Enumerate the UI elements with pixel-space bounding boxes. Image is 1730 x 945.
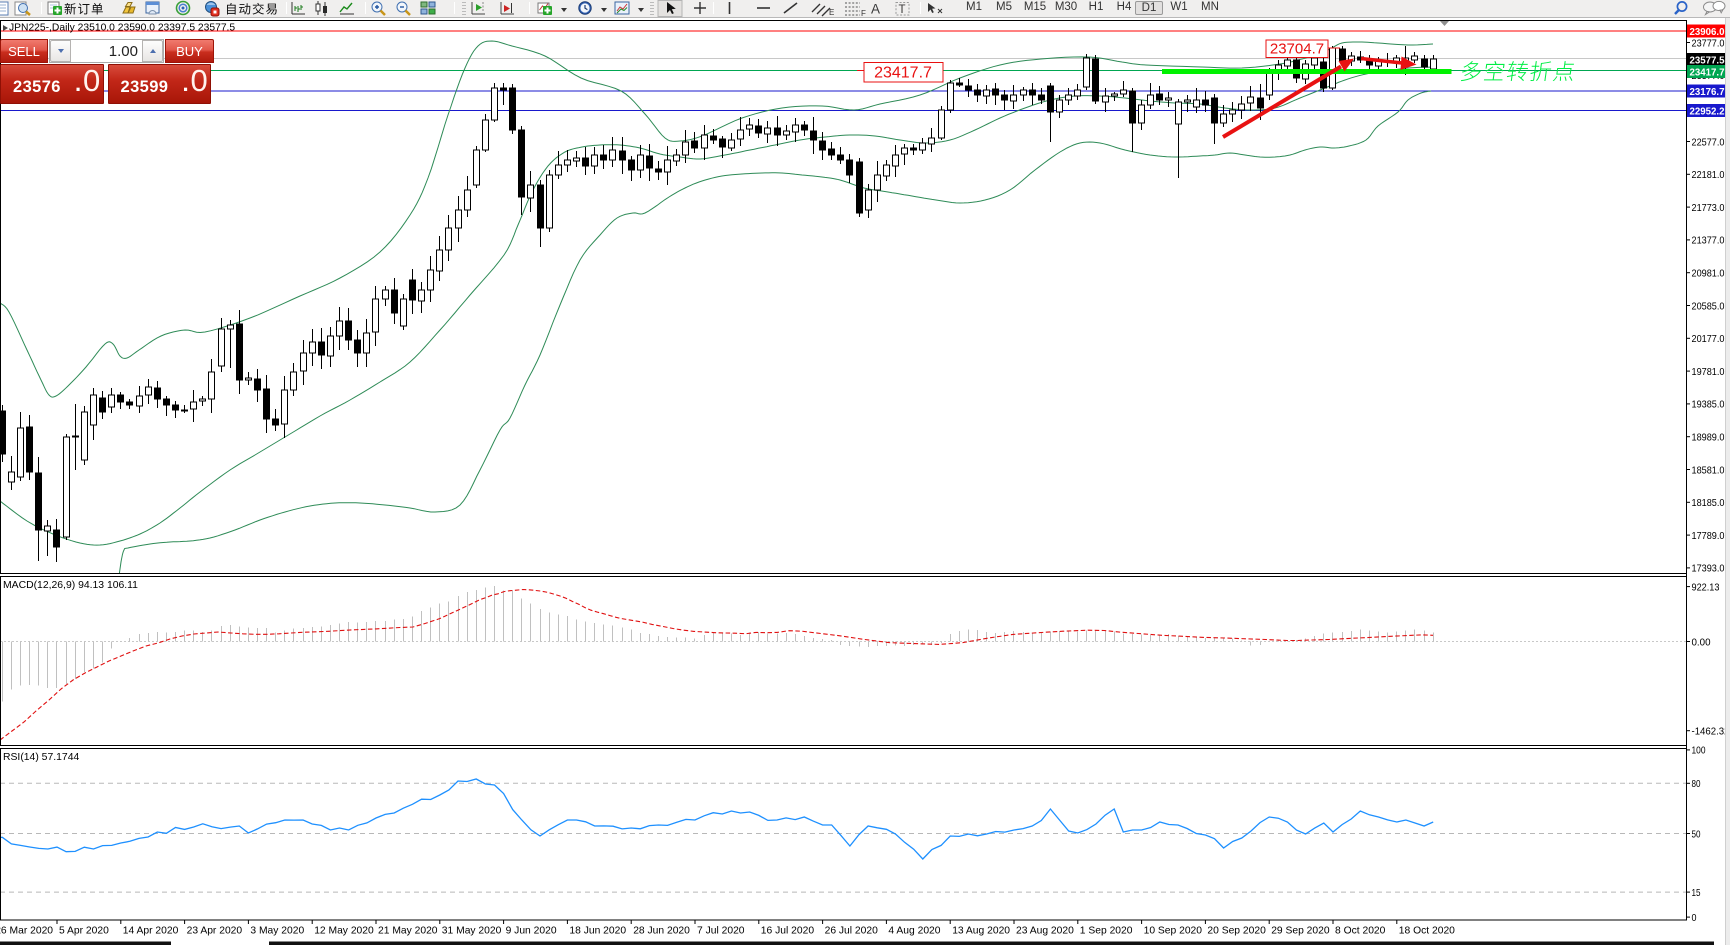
svg-text:23777.0: 23777.0: [1692, 37, 1725, 49]
svg-text:29 Sep 2020: 29 Sep 2020: [1271, 926, 1330, 937]
svg-text:18989.0: 18989.0: [1692, 432, 1725, 444]
svg-text:18185.0: 18185.0: [1692, 497, 1725, 509]
svg-text:0.00: 0.00: [1692, 636, 1711, 648]
svg-text:0: 0: [1692, 912, 1697, 924]
svg-text:19781.0: 19781.0: [1692, 366, 1725, 378]
svg-text:18 Oct 2020: 18 Oct 2020: [1399, 926, 1455, 937]
svg-text:22952.2: 22952.2: [1690, 105, 1725, 117]
svg-text:17789.0: 17789.0: [1692, 530, 1725, 542]
svg-text:3 May 2020: 3 May 2020: [250, 926, 304, 937]
svg-text:23906.0: 23906.0: [1690, 26, 1725, 38]
svg-text:7 Jul 2020: 7 Jul 2020: [697, 926, 745, 937]
svg-text:20177.0: 20177.0: [1692, 333, 1725, 345]
svg-text:-1462.32: -1462.32: [1692, 726, 1730, 738]
svg-text:80: 80: [1692, 778, 1701, 790]
svg-text:21773.0: 21773.0: [1692, 202, 1725, 214]
svg-text:F: F: [861, 9, 866, 18]
svg-text:A: A: [871, 2, 880, 17]
svg-text:14 Apr 2020: 14 Apr 2020: [123, 926, 179, 937]
svg-text:5 Apr 2020: 5 Apr 2020: [59, 926, 109, 937]
svg-text:16 Jul 2020: 16 Jul 2020: [761, 926, 815, 937]
svg-text:26 Mar 2020: 26 Mar 2020: [0, 926, 53, 937]
svg-text:8 Oct 2020: 8 Oct 2020: [1335, 926, 1386, 937]
svg-text:28 Jun 2020: 28 Jun 2020: [633, 926, 690, 937]
svg-text:4 Aug 2020: 4 Aug 2020: [888, 926, 940, 937]
svg-text:22181.0: 22181.0: [1692, 169, 1725, 181]
svg-text:26 Jul 2020: 26 Jul 2020: [825, 926, 879, 937]
svg-text:23417.7: 23417.7: [874, 65, 932, 82]
svg-text:20981.0: 20981.0: [1692, 268, 1725, 280]
svg-text:13 Aug 2020: 13 Aug 2020: [952, 926, 1010, 937]
svg-text:22577.0: 22577.0: [1692, 136, 1725, 148]
svg-text:100: 100: [1692, 745, 1706, 757]
svg-text:18581.0: 18581.0: [1692, 464, 1725, 476]
svg-text:23176.7: 23176.7: [1690, 86, 1725, 98]
svg-text:23417.7: 23417.7: [1690, 66, 1725, 78]
svg-text:12 May 2020: 12 May 2020: [314, 926, 374, 937]
svg-text:19385.0: 19385.0: [1692, 399, 1725, 411]
svg-text:18 Jun 2020: 18 Jun 2020: [569, 926, 626, 937]
svg-text:15: 15: [1692, 887, 1701, 899]
svg-text:23704.7: 23704.7: [1270, 41, 1324, 58]
svg-text:31 May 2020: 31 May 2020: [442, 926, 502, 937]
svg-text:922.13: 922.13: [1692, 581, 1720, 593]
svg-text:MACD(12,26,9) 94.13 106.11: MACD(12,26,9) 94.13 106.11: [3, 580, 138, 591]
svg-text:23 Aug 2020: 23 Aug 2020: [1016, 926, 1074, 937]
svg-text:21 May 2020: 21 May 2020: [378, 926, 438, 937]
svg-text:20 Sep 2020: 20 Sep 2020: [1207, 926, 1266, 937]
svg-text:T: T: [899, 4, 906, 16]
svg-text:17393.0: 17393.0: [1692, 563, 1725, 575]
svg-text:JPN225-,Daily 23510.0 23590.0: JPN225-,Daily 23510.0 23590.0 23397.5 23…: [9, 23, 235, 34]
svg-text:50: 50: [1692, 828, 1701, 840]
svg-text:20585.0: 20585.0: [1692, 300, 1725, 312]
svg-text:21377.0: 21377.0: [1692, 235, 1725, 247]
svg-text:10 Sep 2020: 10 Sep 2020: [1144, 926, 1203, 937]
svg-text:23577.5: 23577.5: [1690, 54, 1725, 66]
svg-text:1 Sep 2020: 1 Sep 2020: [1080, 926, 1133, 937]
svg-text:23 Apr 2020: 23 Apr 2020: [187, 926, 243, 937]
svg-text:RSI(14) 57.1744: RSI(14) 57.1744: [3, 752, 79, 763]
svg-text:E: E: [829, 8, 834, 17]
svg-text:9 Jun 2020: 9 Jun 2020: [506, 926, 557, 937]
